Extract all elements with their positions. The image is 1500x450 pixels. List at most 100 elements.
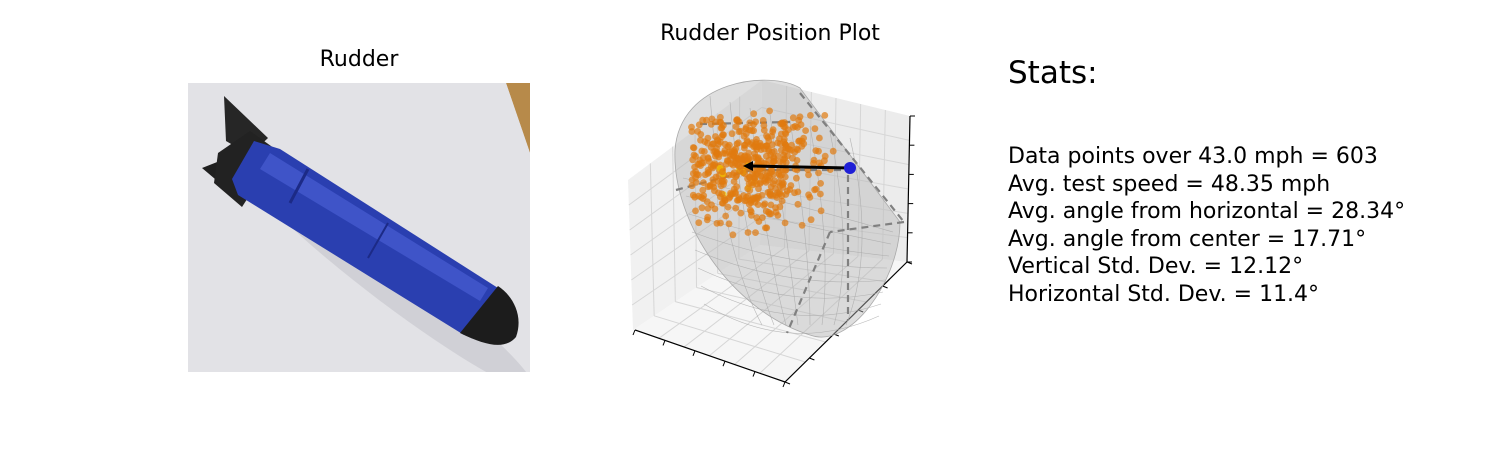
data-point xyxy=(704,170,712,177)
scatter-points xyxy=(688,107,837,239)
chart-title: Rudder Position Plot xyxy=(660,21,880,46)
data-point xyxy=(737,209,745,217)
data-point xyxy=(744,185,752,193)
data-point xyxy=(725,220,733,228)
data-point xyxy=(707,120,715,128)
floor-pane xyxy=(633,245,907,382)
data-point xyxy=(766,210,773,218)
data-point xyxy=(689,144,697,151)
data-point xyxy=(769,126,777,133)
data-point xyxy=(762,224,769,232)
axis-edges xyxy=(634,115,911,383)
data-point xyxy=(721,147,729,154)
data-point xyxy=(789,154,796,162)
data-point xyxy=(734,161,741,169)
data-point xyxy=(782,130,790,138)
data-point xyxy=(722,212,730,220)
data-point xyxy=(732,188,739,196)
x-tick xyxy=(722,361,726,367)
data-point xyxy=(713,150,720,158)
data-point xyxy=(771,177,778,185)
data-point xyxy=(772,204,779,212)
data-point xyxy=(698,204,706,212)
data-point xyxy=(778,178,786,186)
data-point xyxy=(829,147,837,155)
data-point xyxy=(732,204,740,212)
data-point xyxy=(695,121,703,129)
data-point xyxy=(807,216,815,224)
y-tick xyxy=(882,285,888,289)
data-point xyxy=(759,117,767,124)
data-point xyxy=(695,219,703,227)
data-point xyxy=(735,196,742,204)
data-point xyxy=(761,177,768,185)
data-point xyxy=(745,180,753,187)
data-point xyxy=(717,124,725,132)
data-point xyxy=(796,113,804,121)
data-point xyxy=(781,155,788,162)
data-point xyxy=(781,219,789,227)
data-point xyxy=(774,152,782,160)
surface-mesh-line xyxy=(688,213,890,257)
data-point xyxy=(749,194,757,202)
data-point xyxy=(700,179,707,186)
data-point xyxy=(742,124,750,131)
data-point xyxy=(780,138,788,146)
data-point xyxy=(741,144,748,152)
data-point xyxy=(690,151,698,159)
data-point xyxy=(806,194,814,201)
data-point xyxy=(714,137,722,145)
data-point xyxy=(793,174,800,182)
data-point xyxy=(815,159,823,167)
x-tick xyxy=(632,329,636,336)
data-point xyxy=(735,128,743,136)
data-point xyxy=(781,148,789,156)
data-point xyxy=(794,188,802,196)
data-point xyxy=(697,131,705,138)
data-point xyxy=(752,118,759,126)
data-point xyxy=(749,170,756,178)
data-point xyxy=(761,200,769,208)
data-point xyxy=(796,137,803,145)
direction-arrow xyxy=(743,161,851,171)
data-point xyxy=(798,221,806,229)
data-point xyxy=(787,147,795,154)
data-point xyxy=(699,154,707,162)
data-point xyxy=(701,148,708,155)
data-point xyxy=(726,141,733,149)
stats-heading: Stats: xyxy=(1008,55,1098,91)
x-tick xyxy=(782,381,786,388)
stat-vertical-std: Vertical Std. Dev. = 12.12° xyxy=(1008,254,1304,280)
data-point xyxy=(721,197,729,205)
data-point xyxy=(707,163,715,171)
data-point xyxy=(732,123,740,130)
data-point xyxy=(699,159,707,167)
rudder-photo xyxy=(188,83,530,372)
surface-mesh-line xyxy=(829,131,844,326)
data-point xyxy=(688,176,696,184)
data-point xyxy=(745,200,753,208)
data-point xyxy=(719,168,726,176)
data-point xyxy=(794,146,802,154)
data-point xyxy=(691,193,699,201)
data-point xyxy=(760,145,768,153)
data-point xyxy=(817,190,824,198)
data-point xyxy=(760,122,768,129)
guide-line xyxy=(829,220,905,234)
reference-point xyxy=(844,162,856,174)
data-point xyxy=(802,127,809,134)
y-tick xyxy=(784,381,791,385)
data-point xyxy=(707,143,715,151)
data-point xyxy=(817,180,824,187)
surface-mesh-line xyxy=(694,249,886,283)
grid-line xyxy=(631,217,761,306)
data-point xyxy=(752,229,759,237)
data-point xyxy=(730,169,738,177)
data-point xyxy=(692,207,699,215)
data-point xyxy=(805,171,812,179)
x-tick xyxy=(752,371,756,377)
data-point xyxy=(742,130,750,138)
data-point xyxy=(821,112,829,119)
data-point xyxy=(699,186,707,194)
data-point xyxy=(704,183,712,191)
